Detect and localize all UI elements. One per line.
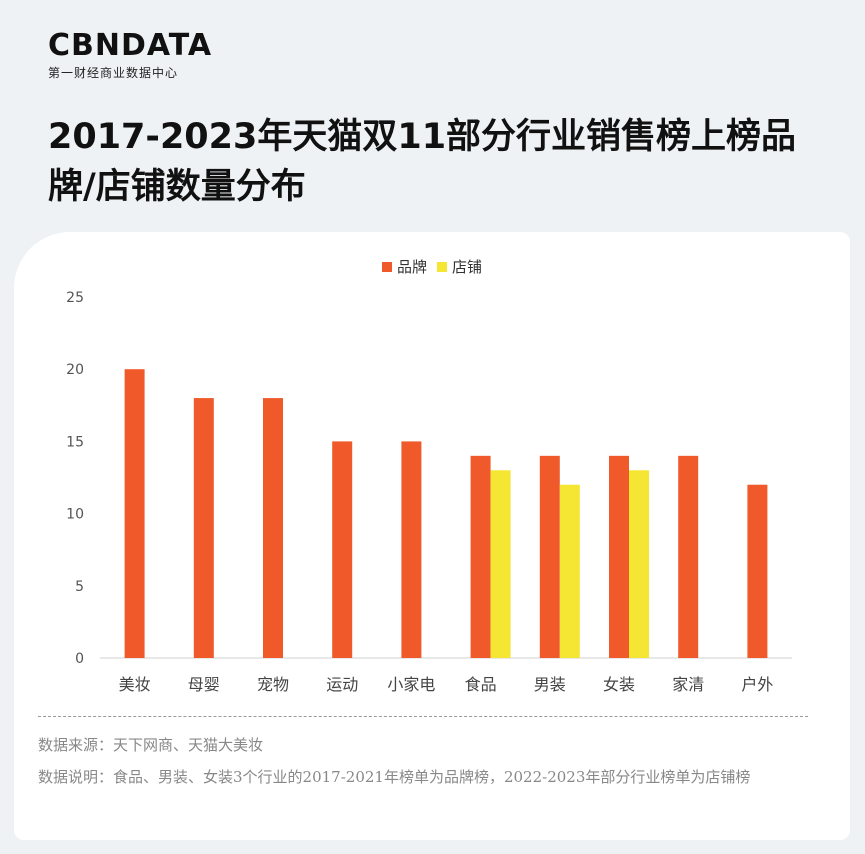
y-axis-ticks: 0 5 10 15 20 25 bbox=[66, 290, 84, 667]
legend-label-brand: 品牌 bbox=[397, 258, 428, 276]
logo-subtitle: 第一财经商业数据中心 bbox=[48, 66, 179, 80]
x-tick-label: 食品 bbox=[465, 675, 497, 694]
legend-item-store: 店铺 bbox=[437, 256, 482, 277]
bar-brand bbox=[401, 441, 422, 658]
bar-brand bbox=[678, 455, 699, 658]
data-explanation-note: 数据说明：食品、男装、女装3个行业的2017-2021年榜单为品牌榜，2022-… bbox=[38, 768, 751, 786]
bar-brand bbox=[193, 398, 214, 658]
x-tick-label: 美妆 bbox=[119, 675, 151, 694]
bar-brand bbox=[539, 455, 560, 658]
bar-brand bbox=[263, 398, 283, 658]
data-source-note: 数据来源：天下网商、天猫大美妆 bbox=[38, 736, 264, 754]
x-tick-label: 户外 bbox=[741, 675, 773, 694]
x-tick-label: 运动 bbox=[326, 675, 358, 694]
logo-wordmark: CBNDATA bbox=[48, 28, 213, 63]
y-tick-label: 20 bbox=[66, 362, 84, 378]
bars bbox=[124, 369, 768, 658]
x-tick-label: 小家电 bbox=[387, 675, 435, 694]
logo: CBNDATA 第一财经商业数据中心 bbox=[48, 30, 212, 81]
x-tick-label: 女装 bbox=[603, 675, 635, 694]
bar-store bbox=[559, 484, 580, 658]
divider bbox=[38, 716, 808, 717]
legend-item-brand: 品牌 bbox=[382, 256, 427, 277]
y-tick-label: 5 bbox=[75, 579, 84, 595]
bar-brand bbox=[124, 369, 145, 658]
bar-store bbox=[629, 470, 649, 658]
bar-brand bbox=[609, 455, 629, 658]
bar-brand bbox=[747, 484, 768, 658]
y-tick-label: 25 bbox=[66, 290, 84, 306]
bar-brand bbox=[332, 441, 353, 658]
y-tick-label: 0 bbox=[75, 651, 84, 667]
x-tick-label: 家清 bbox=[672, 675, 704, 694]
bar-store bbox=[490, 470, 511, 658]
y-tick-label: 10 bbox=[66, 507, 84, 523]
chart-legend: 品牌 店铺 bbox=[382, 256, 492, 277]
page-title: 2017-2023年天猫双11部分行业销售榜上榜品牌/店铺数量分布 bbox=[48, 117, 797, 207]
x-tick-label: 男装 bbox=[534, 675, 566, 694]
chart-card bbox=[14, 232, 850, 840]
x-tick-label: 母婴 bbox=[188, 675, 220, 694]
bar-brand bbox=[470, 455, 491, 658]
x-tick-label: 宠物 bbox=[257, 675, 289, 694]
y-tick-label: 15 bbox=[66, 434, 84, 450]
legend-swatch-store bbox=[437, 261, 448, 272]
legend-swatch-brand bbox=[382, 261, 392, 272]
x-axis-ticks: 美妆 母婴 宠物 运动 小家电 食品 男装 女装 家清 户外 bbox=[119, 675, 774, 694]
legend-label-store: 店铺 bbox=[452, 258, 483, 276]
